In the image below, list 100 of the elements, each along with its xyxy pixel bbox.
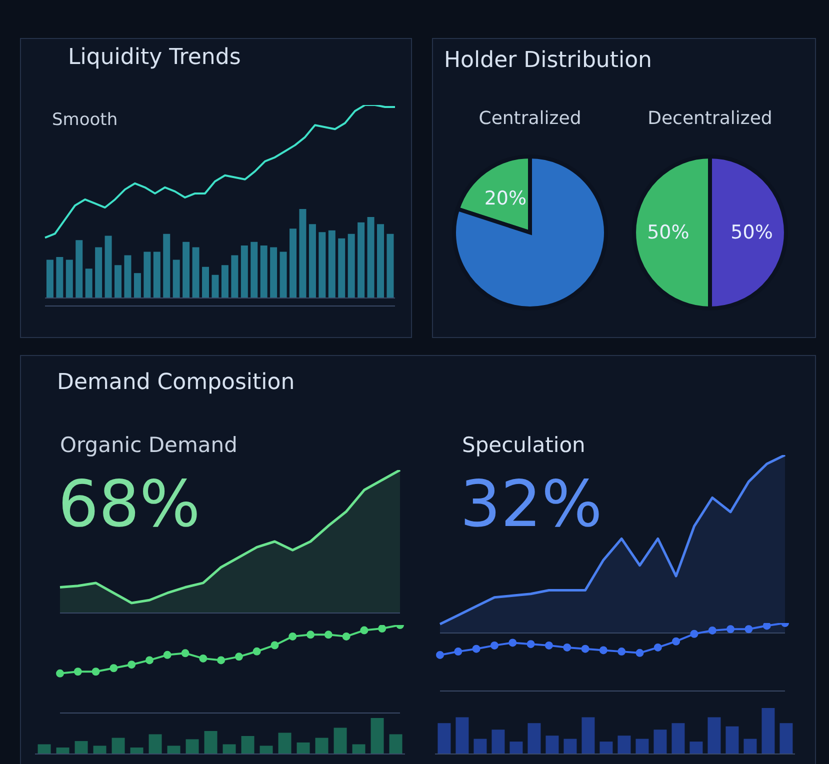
bar: [377, 224, 384, 298]
point: [288, 632, 297, 640]
bar: [474, 738, 487, 754]
point: [163, 650, 172, 659]
point: [744, 625, 753, 634]
point: [690, 630, 698, 638]
bar: [270, 247, 278, 298]
point: [306, 630, 315, 639]
data-label: 20%: [484, 188, 527, 210]
point: [436, 650, 444, 659]
bar: [95, 247, 102, 298]
bar: [352, 744, 366, 754]
bar: [231, 255, 238, 298]
bar: [104, 236, 112, 298]
chart-title: Liquidity Trends: [68, 45, 241, 70]
bar: [56, 257, 64, 298]
point: [472, 644, 480, 653]
bar: [212, 274, 219, 298]
chart-subtitle: Decentralized: [646, 108, 774, 129]
bar: [582, 717, 595, 754]
bar: [318, 232, 326, 298]
point: [56, 669, 64, 678]
point: [360, 626, 368, 634]
point: [726, 625, 735, 634]
bar: [167, 746, 180, 754]
bar: [240, 245, 248, 298]
bar: [370, 718, 384, 754]
bar: [260, 746, 273, 754]
point: [490, 641, 498, 650]
bar: [328, 230, 336, 298]
point: [181, 649, 190, 658]
bar: [46, 260, 54, 298]
point: [762, 623, 771, 630]
point: [217, 656, 226, 664]
bar: [654, 730, 667, 754]
chart-title: Holder Distribution: [444, 48, 652, 73]
bar: [386, 234, 394, 298]
point: [378, 625, 386, 633]
bar: [250, 242, 258, 298]
chart-subtitle: Organic Demand: [60, 433, 238, 457]
chart-title: Speculation: [462, 433, 586, 457]
bar: [600, 742, 613, 754]
bar: [780, 723, 793, 754]
bar: [182, 242, 190, 298]
bar: [528, 723, 541, 754]
bar: [134, 273, 141, 298]
bar: [222, 744, 236, 754]
bar: [338, 238, 346, 298]
bar: [762, 708, 775, 754]
bar: [280, 252, 287, 298]
point: [74, 668, 82, 676]
bar: [290, 228, 297, 298]
bar: [186, 739, 199, 754]
point: [563, 643, 572, 652]
bar: [124, 255, 132, 298]
chart-subtitle: Smooth: [52, 110, 118, 130]
bar: [564, 738, 577, 754]
point: [708, 626, 716, 634]
chart-title: Demand Composition: [57, 370, 295, 395]
point: [636, 648, 644, 657]
bar: [172, 260, 180, 298]
bar: [510, 742, 523, 754]
point: [252, 647, 261, 656]
bar: [278, 732, 292, 754]
bar: [114, 265, 122, 298]
bar: [241, 736, 254, 754]
bar: [202, 266, 210, 298]
point: [234, 652, 243, 661]
bar: [192, 247, 200, 298]
point: [110, 664, 118, 672]
bar: [546, 736, 559, 754]
bar: [492, 730, 505, 754]
point: [145, 656, 154, 664]
chart-subtitle: Centralized: [478, 108, 582, 129]
bar: [308, 224, 316, 298]
bar: [744, 738, 757, 754]
bar: [367, 217, 374, 298]
bar: [130, 748, 144, 754]
point: [526, 640, 535, 648]
data-label: 50%: [647, 222, 690, 244]
bar: [153, 252, 160, 298]
bar: [204, 730, 218, 754]
bar: [726, 726, 739, 754]
point: [454, 648, 462, 656]
point: [618, 648, 626, 656]
bar: [163, 234, 170, 298]
bar: [618, 736, 631, 754]
data-label: 50%: [730, 222, 773, 244]
point: [581, 644, 590, 653]
bar: [260, 245, 268, 298]
annotation: 68%: [58, 468, 200, 542]
point: [654, 643, 662, 652]
bar: [38, 744, 51, 754]
bar: [93, 746, 106, 754]
point: [324, 630, 332, 639]
point: [270, 641, 279, 650]
bar: [112, 738, 125, 754]
annotation: 32%: [460, 468, 602, 542]
bar: [56, 748, 70, 754]
point: [92, 668, 100, 676]
